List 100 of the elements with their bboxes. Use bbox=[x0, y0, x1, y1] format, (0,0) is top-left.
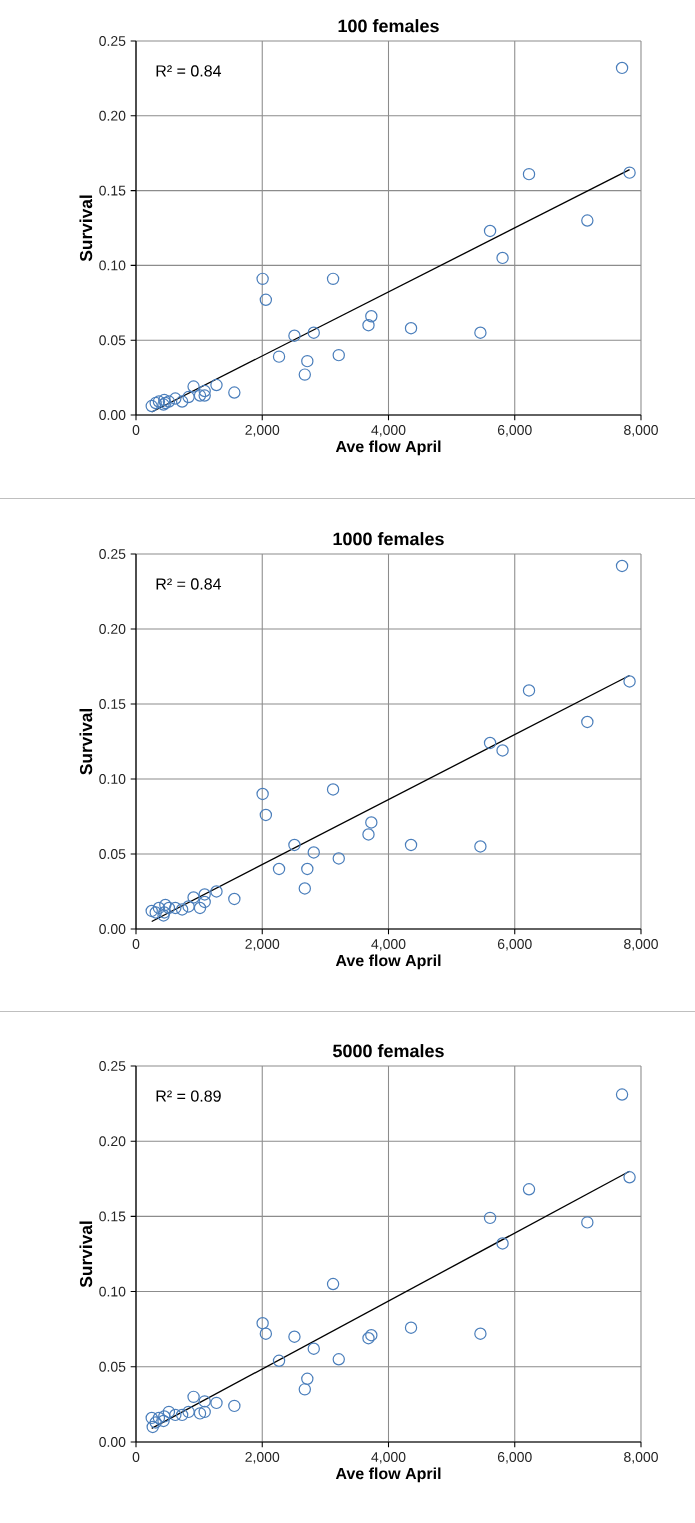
point bbox=[615, 1088, 629, 1101]
point bbox=[272, 862, 286, 876]
y-tick-label: 0.05 bbox=[99, 1361, 126, 1372]
point bbox=[326, 783, 340, 796]
point bbox=[483, 736, 497, 750]
point bbox=[169, 392, 182, 405]
point bbox=[365, 310, 378, 323]
annotation: R² = 0.89 bbox=[156, 1090, 221, 1102]
point bbox=[187, 1390, 200, 1404]
chart-title: 5000 females bbox=[333, 1044, 444, 1058]
point bbox=[198, 389, 211, 402]
x-tick-label: 2,000 bbox=[245, 939, 280, 951]
point bbox=[193, 389, 207, 402]
x-tick-label: 6,000 bbox=[497, 939, 532, 951]
point bbox=[623, 166, 636, 179]
x-tick-label: 0 bbox=[132, 425, 140, 435]
point bbox=[210, 1396, 223, 1410]
point bbox=[187, 891, 200, 904]
point bbox=[182, 1405, 195, 1419]
y-tick-label: 0.20 bbox=[99, 624, 126, 634]
point bbox=[145, 399, 158, 413]
point bbox=[301, 1372, 314, 1386]
y-tick-label: 0.20 bbox=[99, 110, 126, 121]
point bbox=[259, 293, 273, 306]
point bbox=[496, 744, 509, 757]
point bbox=[198, 1405, 211, 1419]
point bbox=[149, 1416, 162, 1429]
y-tick-label: 0.25 bbox=[99, 1061, 126, 1071]
point bbox=[615, 559, 629, 573]
point bbox=[256, 1316, 269, 1330]
point bbox=[615, 61, 629, 75]
x-tick-label: 4,000 bbox=[371, 1452, 406, 1464]
point bbox=[175, 395, 189, 408]
point bbox=[193, 901, 207, 915]
point bbox=[187, 380, 200, 393]
point bbox=[256, 787, 269, 801]
point bbox=[581, 214, 594, 227]
point bbox=[332, 1353, 345, 1366]
point bbox=[175, 1408, 189, 1422]
point bbox=[581, 715, 594, 729]
point bbox=[169, 1408, 182, 1422]
x-tick-label: 8,000 bbox=[624, 1452, 658, 1464]
point bbox=[332, 348, 345, 362]
point bbox=[483, 224, 497, 238]
point bbox=[152, 395, 166, 408]
point bbox=[159, 898, 172, 912]
point bbox=[228, 1399, 241, 1413]
y-axis-title: Survival bbox=[79, 708, 93, 775]
point bbox=[149, 906, 162, 919]
point bbox=[228, 892, 241, 906]
x-tick-label: 2,000 bbox=[245, 425, 280, 437]
point bbox=[162, 901, 176, 915]
point bbox=[522, 1183, 536, 1196]
y-tick-label: 0.00 bbox=[99, 410, 126, 420]
point bbox=[149, 396, 162, 410]
x-axis-title: Ave flow April bbox=[335, 1467, 441, 1483]
y-tick-label: 0.15 bbox=[99, 699, 126, 709]
y-tick-label: 0.05 bbox=[99, 335, 126, 346]
point bbox=[307, 326, 320, 339]
point bbox=[307, 1342, 320, 1355]
y-axis-title: Survival bbox=[79, 1221, 93, 1288]
x-tick-label: 6,000 bbox=[497, 1452, 532, 1464]
point bbox=[332, 852, 345, 865]
point bbox=[157, 1414, 170, 1428]
point bbox=[256, 272, 269, 286]
point bbox=[362, 319, 375, 332]
point bbox=[404, 1321, 418, 1334]
point bbox=[259, 1327, 273, 1340]
y-tick-label: 0.10 bbox=[99, 260, 126, 271]
point bbox=[362, 828, 375, 841]
point bbox=[496, 1237, 509, 1250]
point bbox=[198, 1395, 211, 1408]
point bbox=[288, 329, 301, 342]
point bbox=[152, 901, 166, 915]
y-tick-label: 0.15 bbox=[99, 1211, 126, 1222]
point bbox=[210, 378, 223, 392]
point bbox=[301, 862, 314, 876]
y-tick-label: 0.25 bbox=[99, 36, 126, 46]
y-tick-label: 0.10 bbox=[99, 774, 126, 784]
y-tick-label: 0.00 bbox=[99, 1437, 126, 1447]
point bbox=[298, 1383, 311, 1396]
point bbox=[307, 846, 320, 859]
point bbox=[288, 1330, 301, 1343]
point bbox=[326, 1277, 340, 1291]
y-tick-label: 0.15 bbox=[99, 185, 126, 196]
point bbox=[365, 816, 378, 829]
point bbox=[198, 895, 211, 909]
point bbox=[326, 272, 340, 286]
point bbox=[301, 354, 314, 368]
x-tick-label: 8,000 bbox=[624, 425, 658, 437]
annotation: R² = 0.84 bbox=[156, 65, 222, 77]
y-tick-label: 0.25 bbox=[99, 549, 126, 559]
x-tick-label: 0 bbox=[132, 939, 140, 949]
x-tick-label: 0 bbox=[132, 1452, 140, 1462]
point bbox=[182, 390, 195, 404]
point bbox=[522, 167, 536, 181]
point bbox=[272, 350, 286, 363]
point bbox=[288, 838, 301, 852]
point bbox=[474, 1327, 487, 1340]
point bbox=[193, 1407, 207, 1420]
